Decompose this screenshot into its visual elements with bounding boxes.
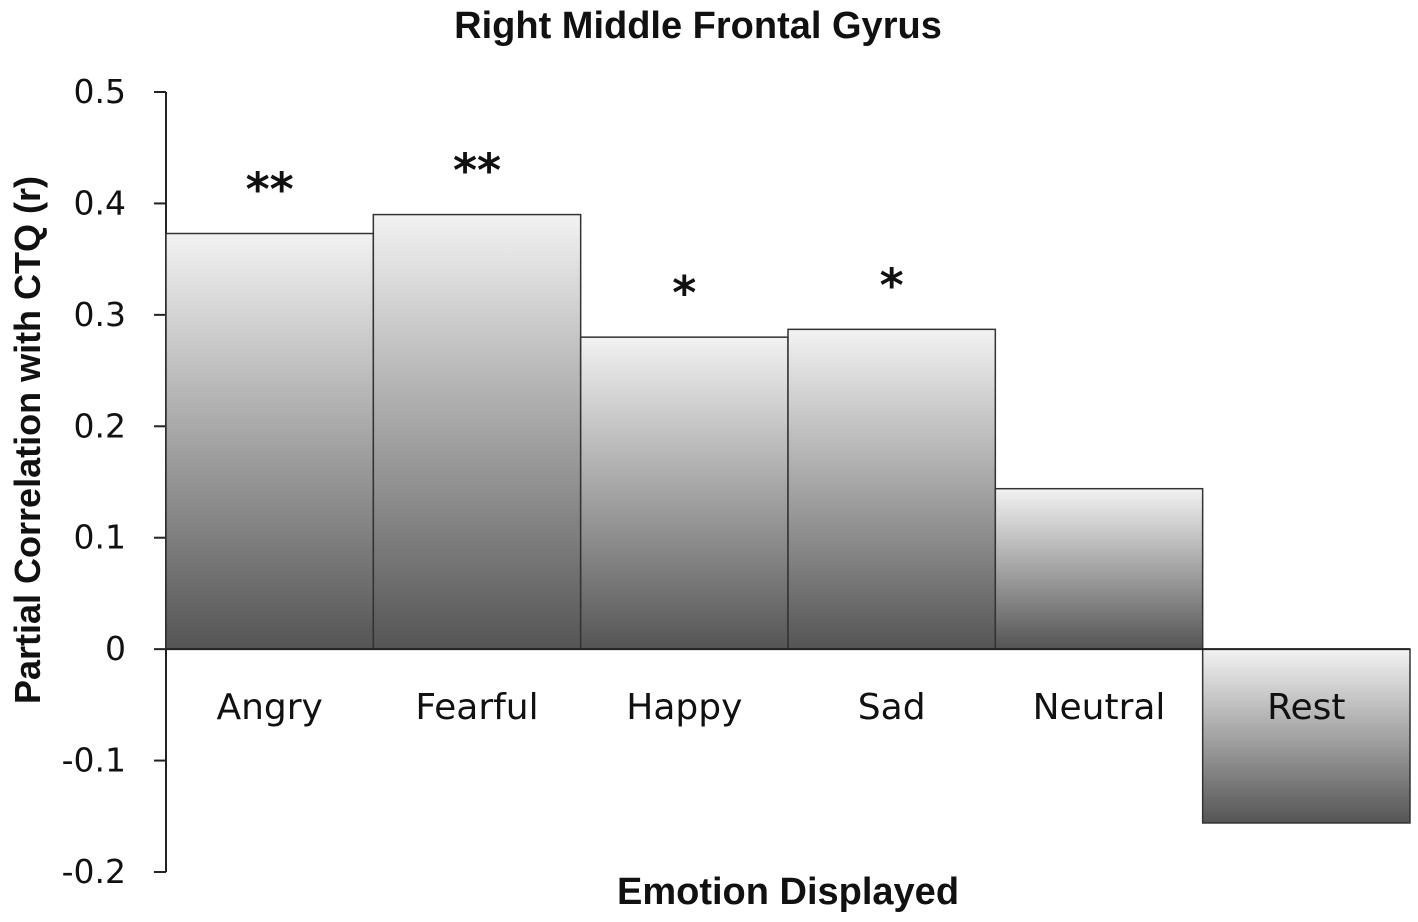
chart-title: Right Middle Frontal Gyrus xyxy=(454,5,942,47)
bar-rest xyxy=(1201,648,1411,824)
category-label: Fearful xyxy=(415,687,538,728)
x-axis-label: Emotion Displayed xyxy=(617,871,959,913)
bars xyxy=(165,213,1411,824)
bar-fearful xyxy=(372,213,582,650)
y-axis-label: Partial Correlation with CTQ (r) xyxy=(7,176,48,704)
bar-sad xyxy=(787,328,997,650)
significance-marker: * xyxy=(880,258,904,312)
category-label: Angry xyxy=(216,687,322,728)
bar-neutral xyxy=(994,487,1204,650)
category-label: Neutral xyxy=(1033,687,1166,728)
significance-marker: ** xyxy=(246,163,294,217)
significance-marker: ** xyxy=(453,144,501,198)
bar-happy xyxy=(579,336,789,650)
y-axis: -0.2 -0.1 0 0.1 0.2 0.3 0.4 0.5 xyxy=(62,72,167,891)
y-tick-label: -0.2 xyxy=(62,852,126,891)
significance-marker: * xyxy=(672,266,696,320)
y-tick-label: -0.1 xyxy=(62,741,126,780)
category-labels: Angry Fearful Happy Sad Neutral Rest xyxy=(216,687,1345,728)
y-tick-label: 0.3 xyxy=(74,295,126,334)
category-label: Rest xyxy=(1267,687,1345,728)
y-tick-label: 0.2 xyxy=(74,406,126,445)
category-label: Sad xyxy=(858,687,926,728)
bar-angry xyxy=(165,232,375,650)
y-tick-label: 0.5 xyxy=(74,72,126,111)
y-tick-label: 0 xyxy=(105,629,126,668)
y-tick-label: 0.1 xyxy=(74,518,126,557)
category-label: Happy xyxy=(626,687,742,728)
significance-markers: ** *** * xyxy=(246,144,904,321)
y-tick-label: 0.4 xyxy=(74,183,126,222)
